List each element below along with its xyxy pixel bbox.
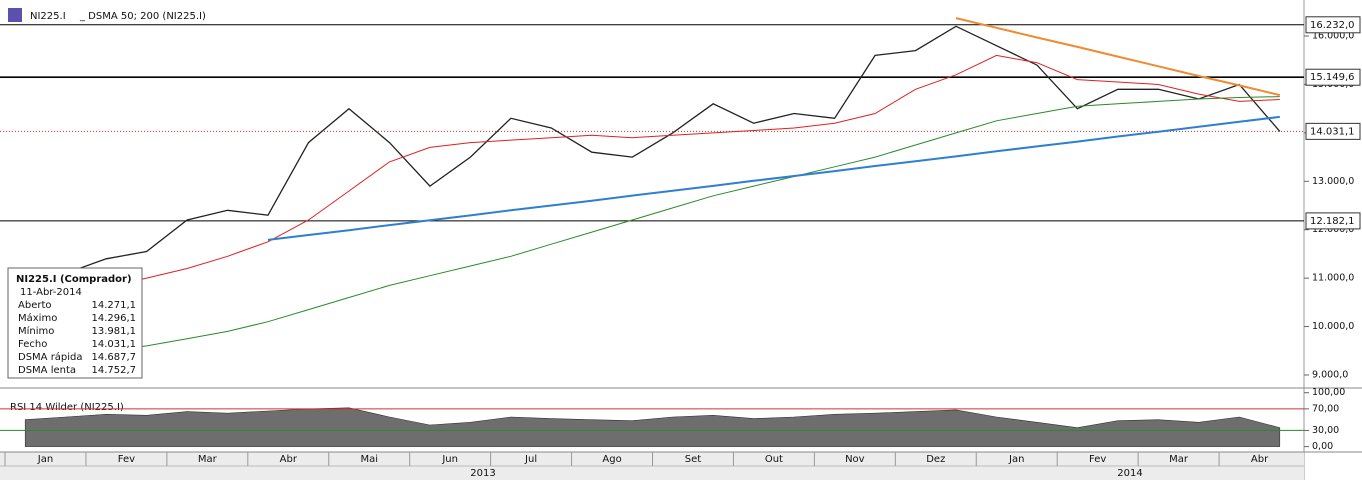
x-tick-label: Ago (602, 454, 621, 465)
rsi-area (24, 407, 1281, 447)
x-tick-label: Nov (845, 454, 865, 465)
y-tick-label: 70,00 (1312, 403, 1339, 414)
tooltip: NI225.I (Comprador) 11-Abr-2014 Aberto 14… (7, 267, 143, 379)
y-tick-label: 100,00 (1312, 387, 1345, 398)
x-tick-label: Jan (1008, 454, 1024, 465)
rsi-title: RSI 14 Wilder (NI225.I) (10, 402, 124, 413)
level-label-box (1305, 212, 1361, 230)
x-tick-label: Abr (280, 454, 298, 465)
year-label: 2013 (470, 468, 495, 479)
level-label-box (1305, 68, 1361, 86)
y-tick-label: 0,00 (1312, 441, 1333, 452)
instrument-icon[interactable] (8, 8, 22, 22)
x-tick-label: Out (765, 454, 783, 465)
tooltip-label: Mínimo (18, 325, 54, 337)
level-label: 14.031,1 (1310, 126, 1355, 137)
tooltip-label: Aberto (18, 300, 52, 311)
tooltip-label: Fecho (18, 339, 47, 350)
x-tick-label: Mai (360, 454, 378, 465)
tooltip-title: NI225.I (Comprador) (16, 274, 132, 285)
year-label: 2014 (1117, 468, 1142, 479)
x-tick-label: Jan (37, 454, 53, 465)
y-tick-label: 10.000,0 (1312, 321, 1354, 332)
tooltip-label: DSMA lenta (18, 365, 76, 376)
y-tick-label: 16.000,0 (1312, 31, 1354, 42)
x-tick-label: Set (685, 454, 702, 465)
tooltip-date: 11-Abr-2014 (20, 287, 82, 298)
tooltip-value: 14.687,7 (91, 352, 136, 363)
series-line (24, 25, 1281, 294)
tooltip-value: 13.981,1 (91, 326, 136, 337)
y-tick-label: 9.000,0 (1312, 369, 1348, 380)
tooltip-value: 14.271,1 (91, 300, 136, 311)
tooltip-value: 14.031,1 (91, 339, 136, 350)
y-tick-label: 30,00 (1312, 425, 1339, 436)
level-label: 16.232,0 (1310, 20, 1355, 31)
x-tick-label: Dez (926, 454, 945, 465)
y-tick-label: 13.000,0 (1312, 176, 1354, 187)
indicator-header[interactable]: _ DSMA 50; 200 (NI225.I) (79, 11, 206, 22)
x-tick-label: Jun (441, 454, 458, 465)
level-label-box (1305, 122, 1361, 140)
level-label: 12.182,1 (1310, 216, 1355, 227)
level-label-box (1305, 16, 1361, 34)
tooltip-box (7, 267, 143, 379)
y-tick-label: 12.000,0 (1312, 224, 1354, 235)
tooltip-label: DSMA rápida (18, 351, 83, 363)
x-tick-label: Mar (198, 454, 218, 465)
level-label: 15.149,6 (1310, 72, 1355, 83)
series-line (25, 96, 1280, 361)
x-tick-label: Fev (118, 454, 135, 465)
x-tick-label: Mar (1169, 454, 1189, 465)
instrument-name[interactable]: NI225.I (30, 11, 66, 22)
series-line (25, 54, 1280, 308)
tooltip-label: Máximo (18, 312, 57, 324)
series-line (955, 17, 1281, 97)
series-line (267, 115, 1280, 241)
y-tick-label: 11.000,0 (1312, 273, 1354, 284)
tooltip-value: 14.752,7 (91, 365, 136, 376)
x-tick-label: Jul (524, 454, 537, 465)
tooltip-value: 14.296,1 (91, 313, 136, 324)
x-tick-label: Fev (1089, 454, 1106, 465)
x-tick-label: Abr (1251, 454, 1269, 465)
